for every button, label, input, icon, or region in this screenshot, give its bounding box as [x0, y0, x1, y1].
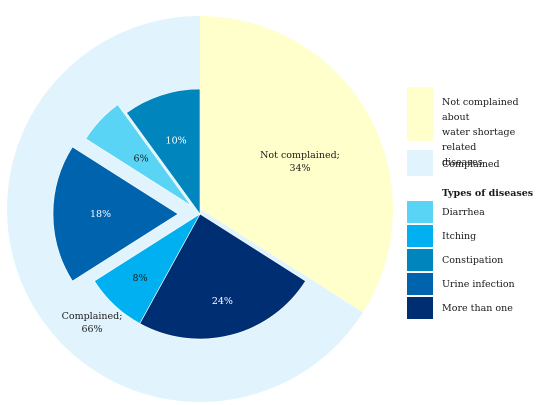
slice-itching — [94, 213, 201, 324]
slice-constipation — [126, 88, 201, 215]
legend-label: Constipation — [442, 255, 504, 266]
data-label-diarrhea: 6% — [134, 154, 149, 165]
data-labels: 24% 8% 18% 6% 10% Not complained; 34% Complaine… — [62, 135, 340, 335]
legend-label-line: water shortage related — [442, 127, 516, 153]
legend-swatch — [407, 225, 433, 247]
legend-swatch — [407, 150, 433, 176]
data-label-urine-infection: 18% — [90, 209, 111, 220]
legend-item-urine-infection: Urine infection — [407, 273, 547, 295]
legend-swatch — [407, 201, 433, 223]
legend-label: Diarrhea — [442, 207, 485, 218]
legend-label: Urine infection — [442, 279, 515, 290]
slice-more-than-one — [139, 213, 306, 340]
slice-urine-infection — [52, 146, 179, 282]
data-label-complained: Complained; 66% — [62, 311, 123, 335]
legend-item-complained: Complained — [407, 150, 547, 180]
slice-not-complained — [200, 16, 394, 313]
legend-swatch — [407, 87, 433, 141]
legend-title-disease-types: Types of diseases — [442, 188, 534, 199]
slice-diarrhea — [85, 104, 192, 207]
legend-item-diarrhea: Diarrhea — [407, 201, 547, 223]
data-label-constipation: 10% — [166, 135, 187, 146]
legend-item-itching: Itching — [407, 225, 547, 247]
legend-item-not-complained: Not complained about water shortage rela… — [407, 85, 547, 168]
data-label-more-than-one: 24% — [212, 296, 233, 307]
data-label-not-complained: Not complained; 34% — [260, 150, 340, 174]
disease-slices — [52, 88, 306, 340]
legend-swatch — [407, 273, 433, 295]
legend-label: Not complained about water shortage rela… — [442, 95, 547, 170]
legend-label: Complained — [442, 159, 500, 170]
data-label-itching: 8% — [133, 273, 148, 284]
legend-swatch — [407, 297, 433, 319]
legend-label-line: diseases — [442, 157, 483, 168]
legend-item-constipation: Constipation — [407, 249, 547, 271]
legend-label: More than one — [442, 303, 513, 314]
legend-label: Itching — [442, 231, 477, 242]
legend-swatch — [407, 249, 433, 271]
legend-item-more-than-one: More than one — [407, 297, 547, 319]
legend-label-line: Not complained about — [442, 97, 519, 123]
